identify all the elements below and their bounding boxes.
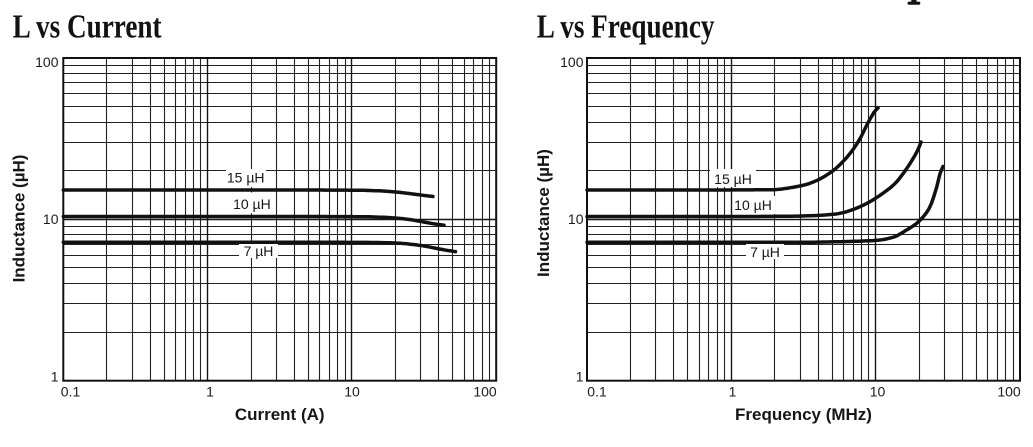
svg-text:L vs Frequency: L vs Frequency bbox=[537, 7, 715, 45]
svg-text:10: 10 bbox=[43, 211, 59, 227]
svg-text:10 µH: 10 µH bbox=[233, 196, 271, 212]
svg-text:15 µH: 15 µH bbox=[227, 170, 265, 186]
svg-text:1: 1 bbox=[576, 368, 584, 384]
svg-text:7 µH: 7 µH bbox=[244, 243, 274, 259]
svg-text:10: 10 bbox=[568, 211, 584, 227]
svg-text:10: 10 bbox=[870, 384, 886, 400]
svg-text:10: 10 bbox=[344, 384, 360, 400]
svg-text:10 µH: 10 µH bbox=[734, 197, 772, 213]
svg-text:Inductance (µH): Inductance (µH) bbox=[10, 155, 29, 283]
svg-text:1: 1 bbox=[51, 368, 59, 384]
svg-text:Current (A): Current (A) bbox=[235, 405, 325, 424]
svg-text:100: 100 bbox=[560, 54, 584, 70]
svg-text:100: 100 bbox=[35, 54, 59, 70]
svg-text:0.1: 0.1 bbox=[587, 384, 607, 400]
svg-text:1: 1 bbox=[206, 384, 214, 400]
svg-text:100: 100 bbox=[473, 384, 497, 400]
svg-text:Frequency (MHz): Frequency (MHz) bbox=[735, 405, 872, 424]
svg-text:15 µH: 15 µH bbox=[714, 171, 752, 187]
svg-text:100: 100 bbox=[997, 384, 1021, 400]
svg-text:0.1: 0.1 bbox=[61, 384, 81, 400]
svg-text:7 µH: 7 µH bbox=[750, 244, 780, 260]
svg-text:1: 1 bbox=[729, 384, 737, 400]
svg-text:Inductance (µH): Inductance (µH) bbox=[534, 149, 553, 277]
svg-text:L vs Current: L vs Current bbox=[13, 7, 163, 45]
